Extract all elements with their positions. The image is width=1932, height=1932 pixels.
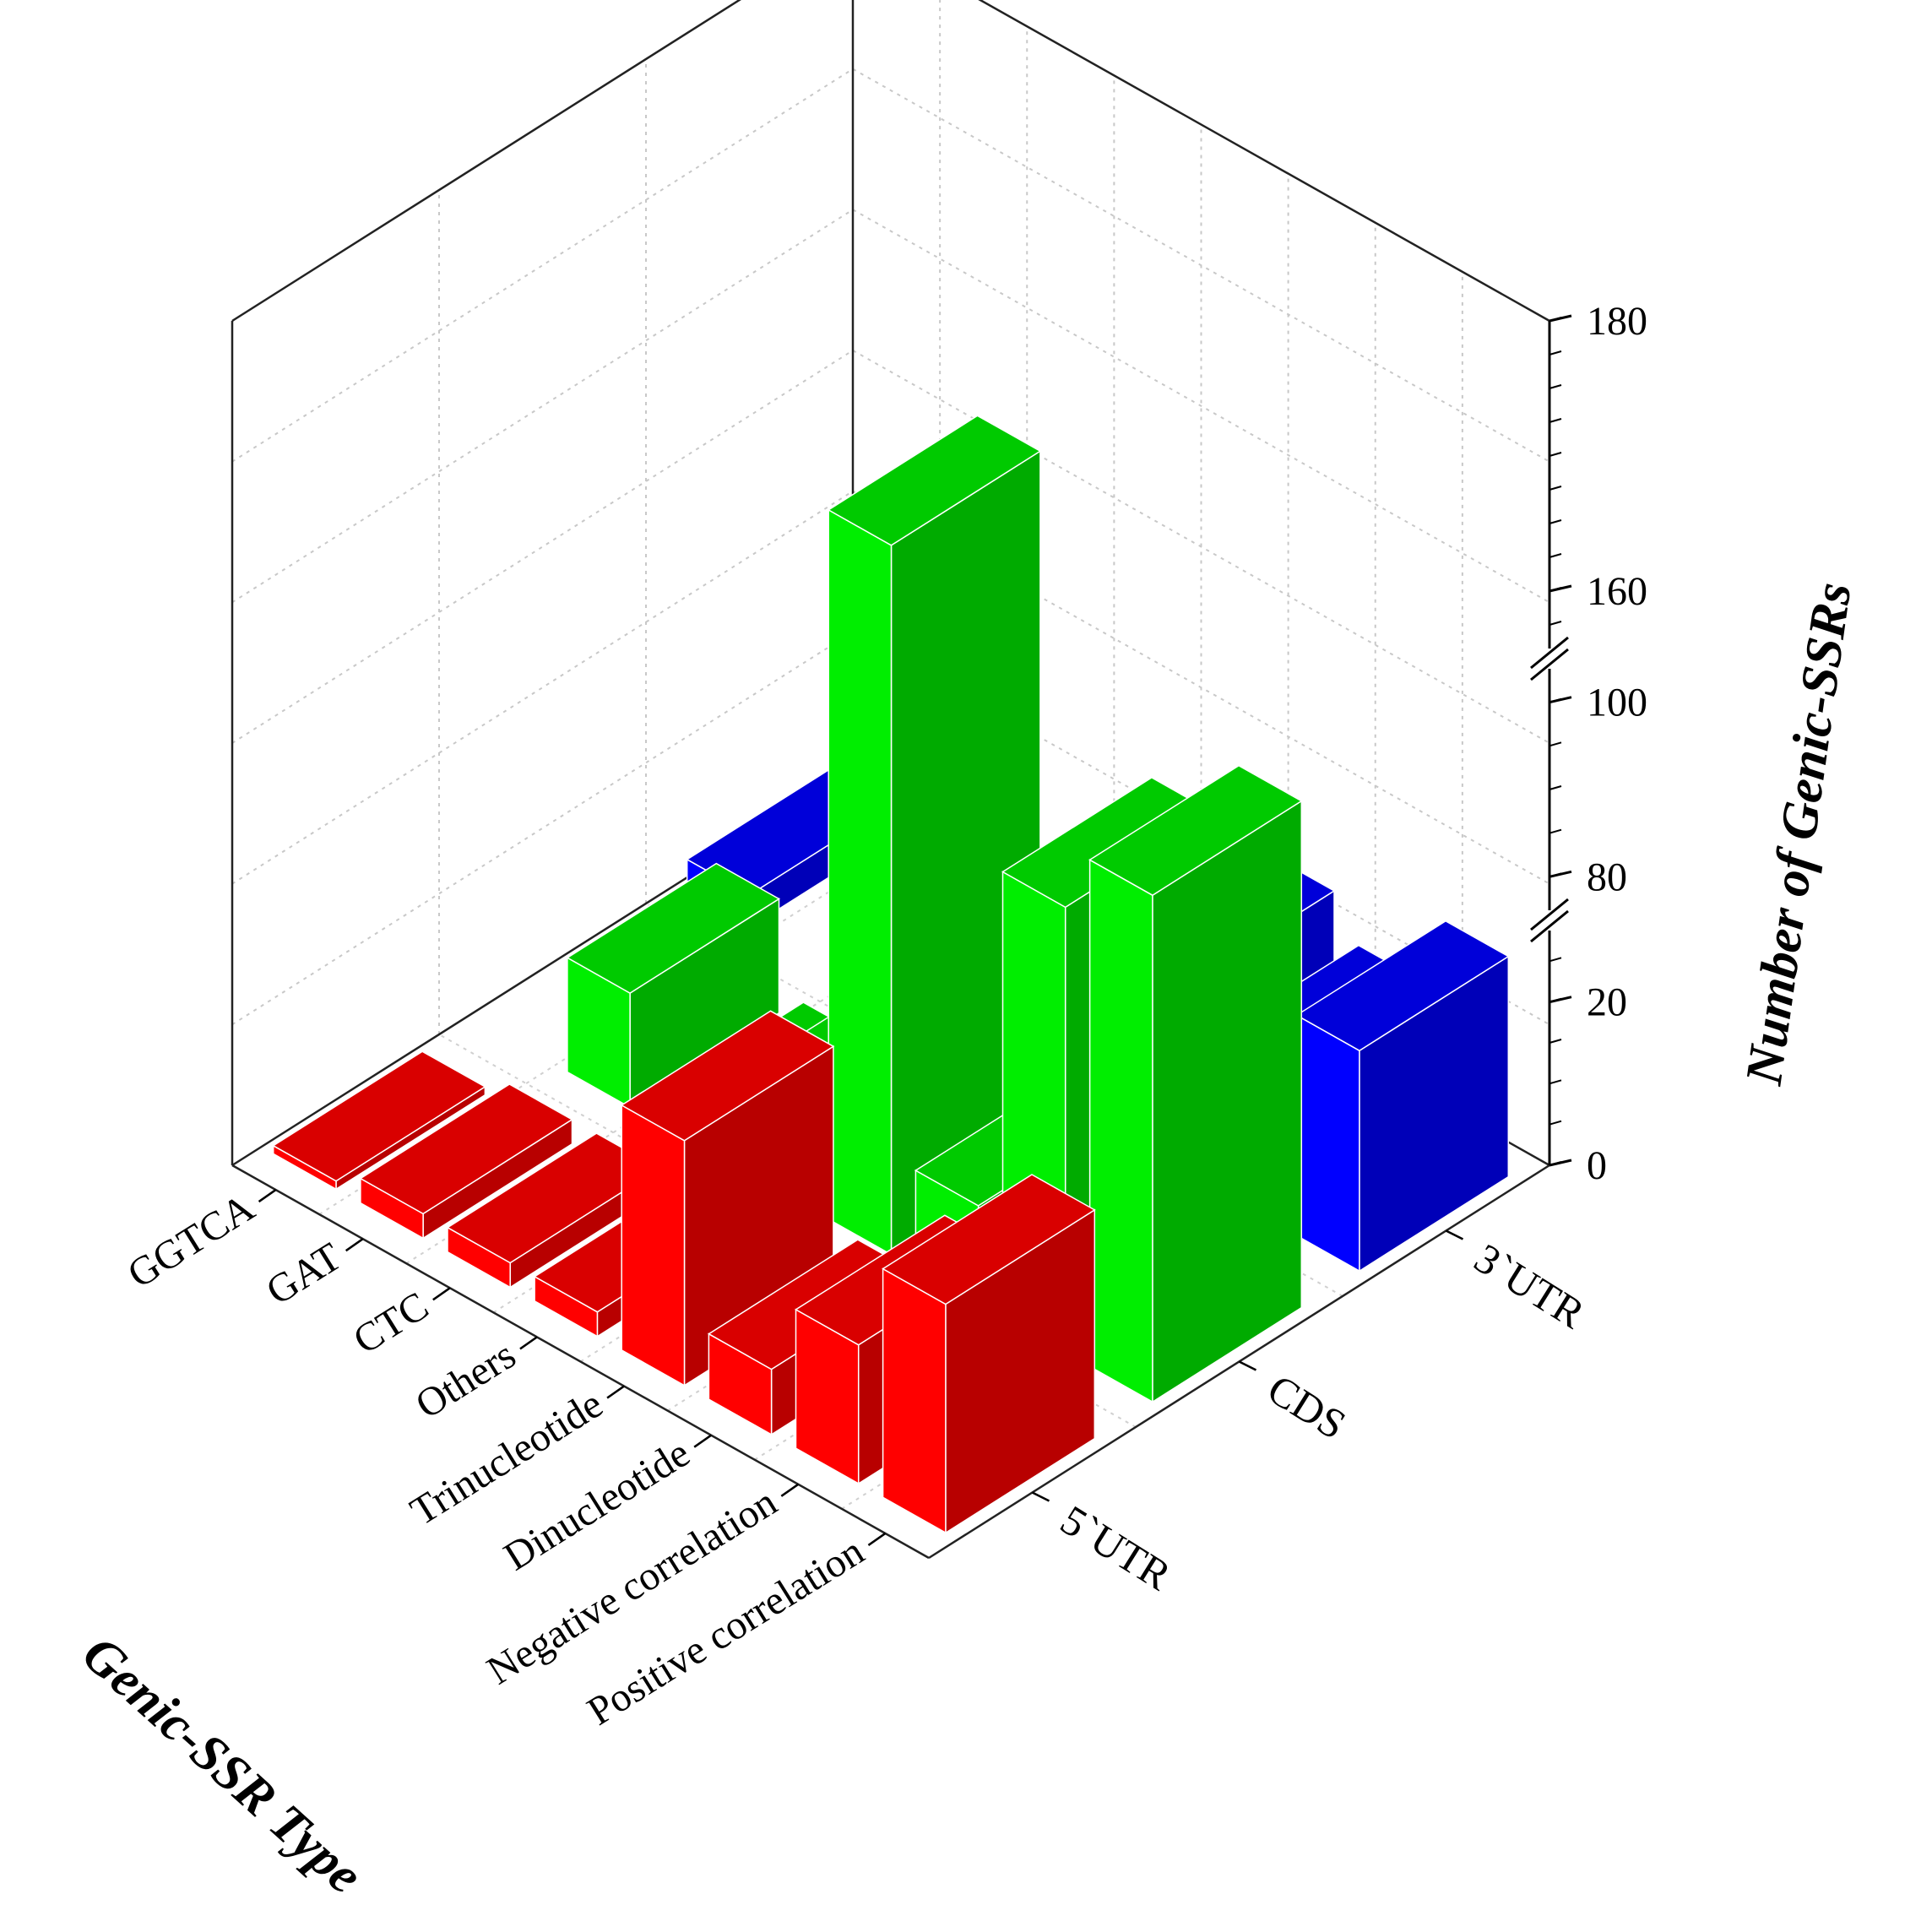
frame-edge	[978, 0, 1550, 323]
wall-gridline	[231, 490, 1550, 885]
z-major-tick	[1549, 584, 1572, 593]
x-tick	[606, 1385, 625, 1399]
axis-break-mark	[1530, 648, 1569, 681]
wall-gridline	[231, 68, 1550, 463]
y-tick-label: 3`UTR	[1467, 1234, 1593, 1338]
bars	[272, 415, 1510, 1534]
bar-top-face	[1295, 920, 1510, 1052]
z-major-tick	[1549, 696, 1572, 704]
axis-break-mark	[1530, 898, 1569, 931]
bar-ggtca-0	[272, 1050, 486, 1191]
bar-top-face	[566, 862, 780, 994]
bar-top-face	[359, 1083, 573, 1215]
wall-gridline	[231, 209, 1550, 604]
x-tick	[345, 1238, 364, 1252]
bar-front-face	[621, 1104, 686, 1387]
z-major-tick	[1549, 314, 1572, 323]
x-tick	[258, 1189, 277, 1203]
y-tick-label: 5`UTR	[1053, 1495, 1180, 1599]
z-minor-tick	[1549, 384, 1562, 389]
z-major-tick	[1549, 996, 1572, 1004]
bar-front-face	[828, 508, 893, 1256]
wall-gridline	[231, 349, 1550, 744]
bar-gat-1	[566, 862, 780, 1109]
z-tick-label: 0	[1587, 1143, 1607, 1188]
z-minor-tick	[1549, 519, 1562, 524]
bar-top-face	[882, 1174, 1096, 1305]
z-tick-label: 180	[1587, 299, 1647, 344]
bar-gat-0	[359, 1083, 573, 1240]
z-minor-tick	[1549, 785, 1562, 790]
x-tick-label: GAT	[258, 1235, 349, 1314]
z-axis-title: Number of Genic-SSRs	[1735, 579, 1863, 1089]
x-tick	[432, 1287, 451, 1301]
bar-top-face	[827, 415, 1042, 546]
y-tick	[1031, 1491, 1050, 1502]
z-minor-tick	[1549, 828, 1562, 834]
x-tick-label: Positive correlation	[580, 1528, 872, 1734]
bar-positive-correlation-2	[1295, 920, 1510, 1273]
frame-edge	[231, 1164, 930, 1560]
z-minor-tick	[1549, 957, 1562, 963]
z-major-tick	[1549, 870, 1572, 878]
y-tick-label: CDS	[1260, 1365, 1354, 1448]
z-minor-tick	[1549, 452, 1562, 457]
axis-break-mark	[1530, 636, 1569, 670]
z-minor-tick	[1549, 1120, 1562, 1126]
z-minor-tick	[1549, 350, 1562, 355]
x-tick-label: Negative correlation	[480, 1479, 784, 1693]
x-tick	[519, 1336, 538, 1350]
x-axis-title: Genic-SSR Type	[72, 1625, 373, 1904]
z-major-tick	[1549, 1159, 1572, 1167]
bar-positive-correlation-0	[882, 1174, 1096, 1534]
z-tick-label: 80	[1587, 855, 1627, 899]
bar-top-face	[620, 1010, 835, 1142]
bar-front-face	[1088, 859, 1153, 1403]
z-minor-tick	[1549, 741, 1562, 747]
z-minor-tick	[1549, 553, 1562, 558]
x-tick-label: GGTCA	[120, 1185, 263, 1297]
x-tick	[867, 1532, 887, 1546]
bar-top-face	[1088, 764, 1303, 897]
bar-top-face	[272, 1050, 486, 1182]
bar-top-face	[446, 1132, 661, 1264]
frame-edge	[231, 0, 741, 323]
x-tick	[693, 1434, 712, 1448]
z-minor-tick	[1549, 1079, 1562, 1085]
bar-side-face	[1152, 800, 1303, 1403]
bar-front-face	[1295, 1014, 1360, 1273]
x-tick-label: CTC	[345, 1283, 436, 1363]
x-tick-label: Others	[408, 1332, 524, 1428]
z-tick-label: 20	[1587, 980, 1627, 1025]
y-tick	[1445, 1229, 1464, 1240]
axis-break-mark	[1530, 909, 1569, 943]
z-tick-label: 100	[1587, 681, 1647, 725]
bar-positive-correlation-1	[1088, 764, 1303, 1403]
z-minor-tick	[1549, 418, 1562, 423]
y-tick	[1238, 1360, 1257, 1371]
z-minor-tick	[1549, 1039, 1562, 1044]
z-minor-tick	[1549, 486, 1562, 491]
bar-front-face	[882, 1267, 947, 1534]
z-minor-tick	[1549, 621, 1562, 626]
z-tick-label: 160	[1587, 569, 1647, 614]
x-tick	[780, 1483, 800, 1497]
